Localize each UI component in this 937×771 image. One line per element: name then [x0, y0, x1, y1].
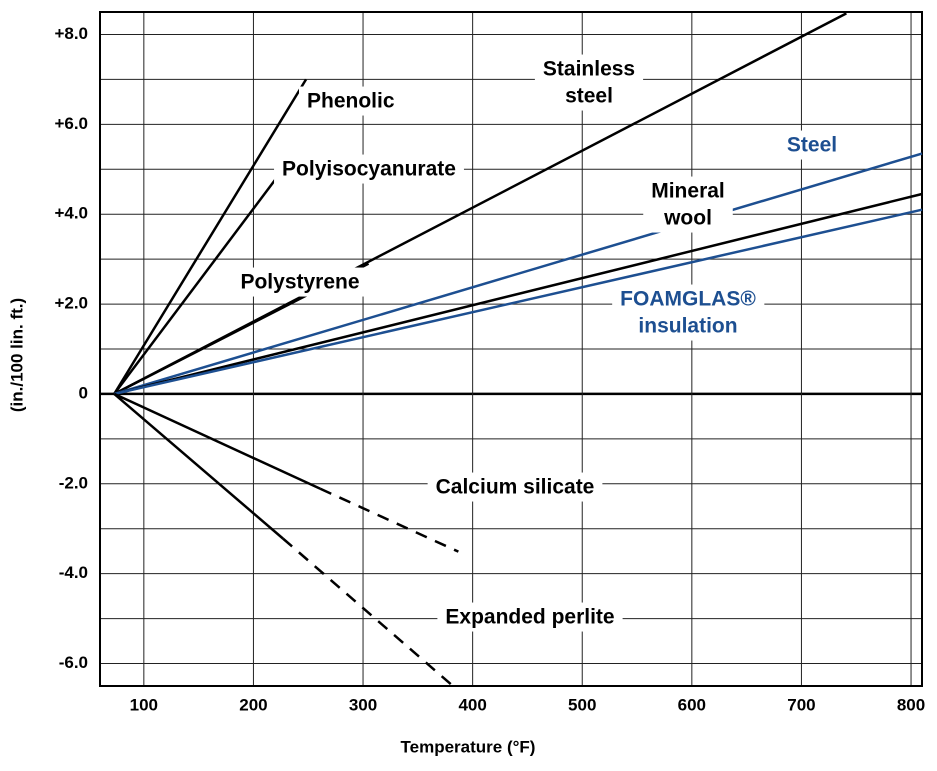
- label-background: [427, 472, 603, 502]
- x-tick-label: 700: [787, 695, 815, 714]
- label-background: [778, 130, 846, 160]
- x-axis-title: Temperature (°F): [401, 737, 536, 756]
- series-label: Phenolic: [307, 90, 395, 113]
- line-series: [113, 78, 308, 395]
- line-series: [113, 392, 321, 490]
- label-background: [274, 154, 464, 184]
- series-label: wool: [663, 207, 712, 230]
- y-tick-label: 0: [79, 383, 88, 402]
- series-label: Calcium silicate: [436, 476, 595, 499]
- x-tick-label: 300: [349, 695, 377, 714]
- line-series: [113, 168, 285, 395]
- y-tick-label: -4.0: [59, 563, 88, 582]
- x-tick-label: 200: [239, 695, 267, 714]
- y-tick-label: -2.0: [59, 473, 88, 492]
- label-background: [232, 267, 368, 297]
- y-tick-label: -6.0: [59, 653, 88, 672]
- label-background: [612, 284, 765, 341]
- series-label: Polyisocyanurate: [282, 158, 456, 181]
- series-label: Polystyrene: [240, 271, 359, 294]
- line-series: [282, 537, 454, 687]
- line-series: [113, 152, 923, 396]
- x-tick-label: 800: [897, 695, 925, 714]
- line-series: [113, 208, 923, 396]
- y-axis-title: (in./100 lin. ft.): [7, 298, 26, 412]
- line-series: [113, 192, 923, 396]
- x-tick-label: 600: [678, 695, 706, 714]
- series-label: Steel: [787, 134, 837, 157]
- x-tick-label: 500: [568, 695, 596, 714]
- label-background: [643, 176, 733, 233]
- line-series: [113, 392, 284, 540]
- y-tick-label: +4.0: [54, 204, 88, 223]
- x-tick-label: 400: [458, 695, 486, 714]
- series-label: steel: [565, 85, 613, 108]
- plot-frame: [99, 11, 923, 687]
- label-background: [299, 86, 403, 116]
- y-tick-label: +2.0: [54, 294, 88, 313]
- y-tick-label: +6.0: [54, 114, 88, 133]
- label-background: [534, 54, 644, 111]
- y-tick-label: +8.0: [54, 24, 88, 43]
- series-label: Expanded perlite: [445, 606, 614, 629]
- line-series: [113, 12, 847, 396]
- series-label: Mineral: [651, 180, 725, 203]
- series-label: FOAMGLAS®: [620, 288, 756, 311]
- x-tick-label: 100: [130, 695, 158, 714]
- series-label: insulation: [638, 315, 737, 338]
- label-background: [437, 602, 623, 632]
- line-series: [319, 487, 459, 553]
- series-label: Stainless: [543, 58, 635, 81]
